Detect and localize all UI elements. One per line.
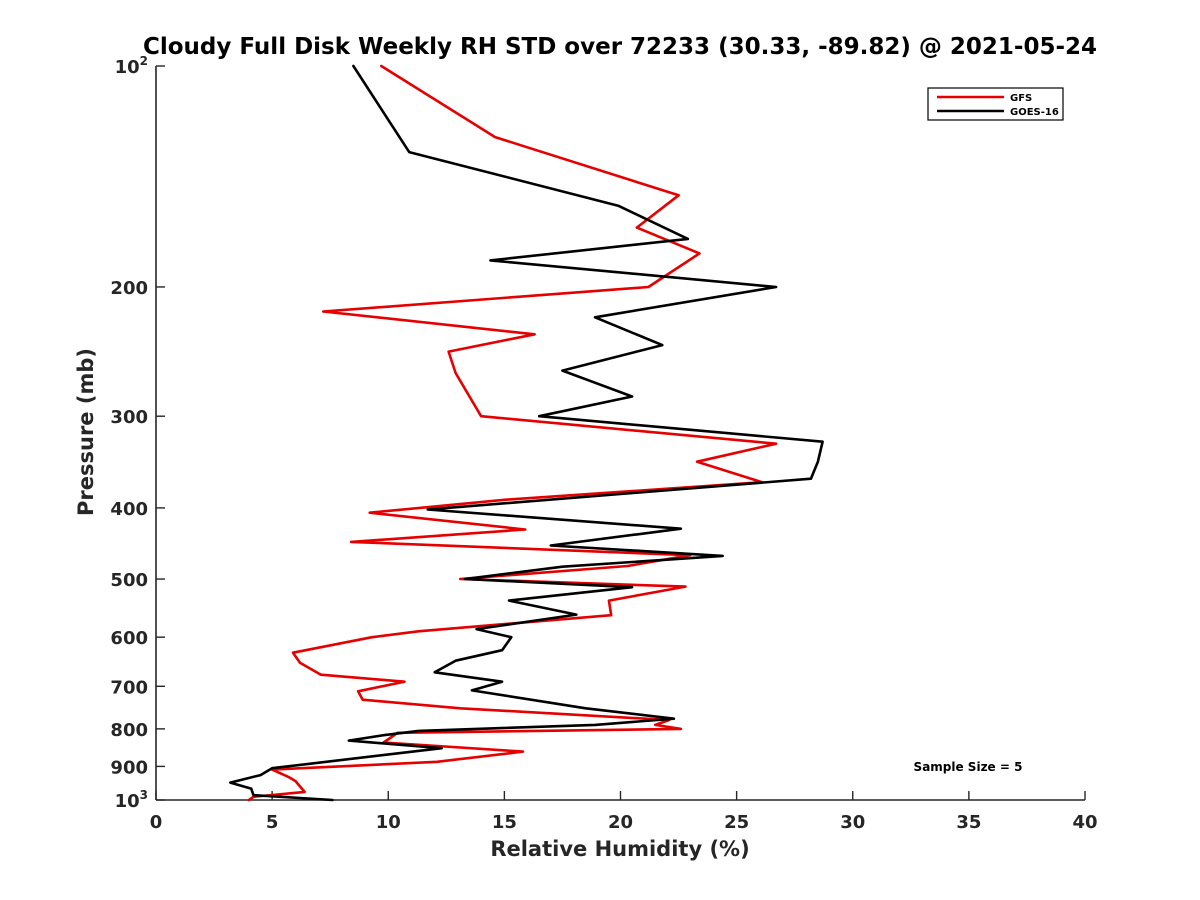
y-tick-label: 200 <box>110 278 148 299</box>
series-line-goes16 <box>229 64 824 802</box>
series-line-gfs <box>247 64 778 802</box>
y-tick-label: 103 <box>115 788 148 812</box>
x-tick-label: 15 <box>492 812 517 833</box>
y-tick-label: 900 <box>110 757 148 778</box>
x-tick-label: 35 <box>956 812 981 833</box>
x-tick-label: 25 <box>724 812 749 833</box>
sample-size-annotation: Sample Size = 5 <box>914 760 1023 774</box>
legend-label-goes16: GOES-16 <box>1010 107 1059 118</box>
y-tick-label: 400 <box>110 499 148 520</box>
x-tick-label: 30 <box>840 812 865 833</box>
x-axis-ticks: 0 5 10 15 20 25 30 35 40 <box>150 791 1098 833</box>
y-tick-label: 700 <box>110 677 148 698</box>
y-tick-label: 500 <box>110 570 148 591</box>
legend-label-gfs: GFS <box>1010 93 1032 104</box>
x-tick-label: 5 <box>266 812 279 833</box>
y-tick-label: 600 <box>110 628 148 649</box>
y-tick-label: 300 <box>110 407 148 428</box>
chart-title: Cloudy Full Disk Weekly RH STD over 7223… <box>143 34 1097 60</box>
x-tick-label: 40 <box>1072 812 1097 833</box>
y-axis-ticks: 102 200 300 400 500 600 700 800 900 103 <box>110 54 165 812</box>
x-axis-label: Relative Humidity (%) <box>490 837 749 861</box>
y-tick-label: 800 <box>110 720 148 741</box>
x-tick-label: 10 <box>376 812 401 833</box>
y-axis-label: Pressure (mb) <box>74 348 98 516</box>
series-lines <box>229 64 824 802</box>
x-tick-label: 20 <box>608 812 633 833</box>
legend: GFS GOES-16 <box>927 87 1064 121</box>
y-tick-label: 102 <box>115 54 148 78</box>
legend-box <box>927 87 1064 121</box>
x-tick-label: 0 <box>150 812 163 833</box>
